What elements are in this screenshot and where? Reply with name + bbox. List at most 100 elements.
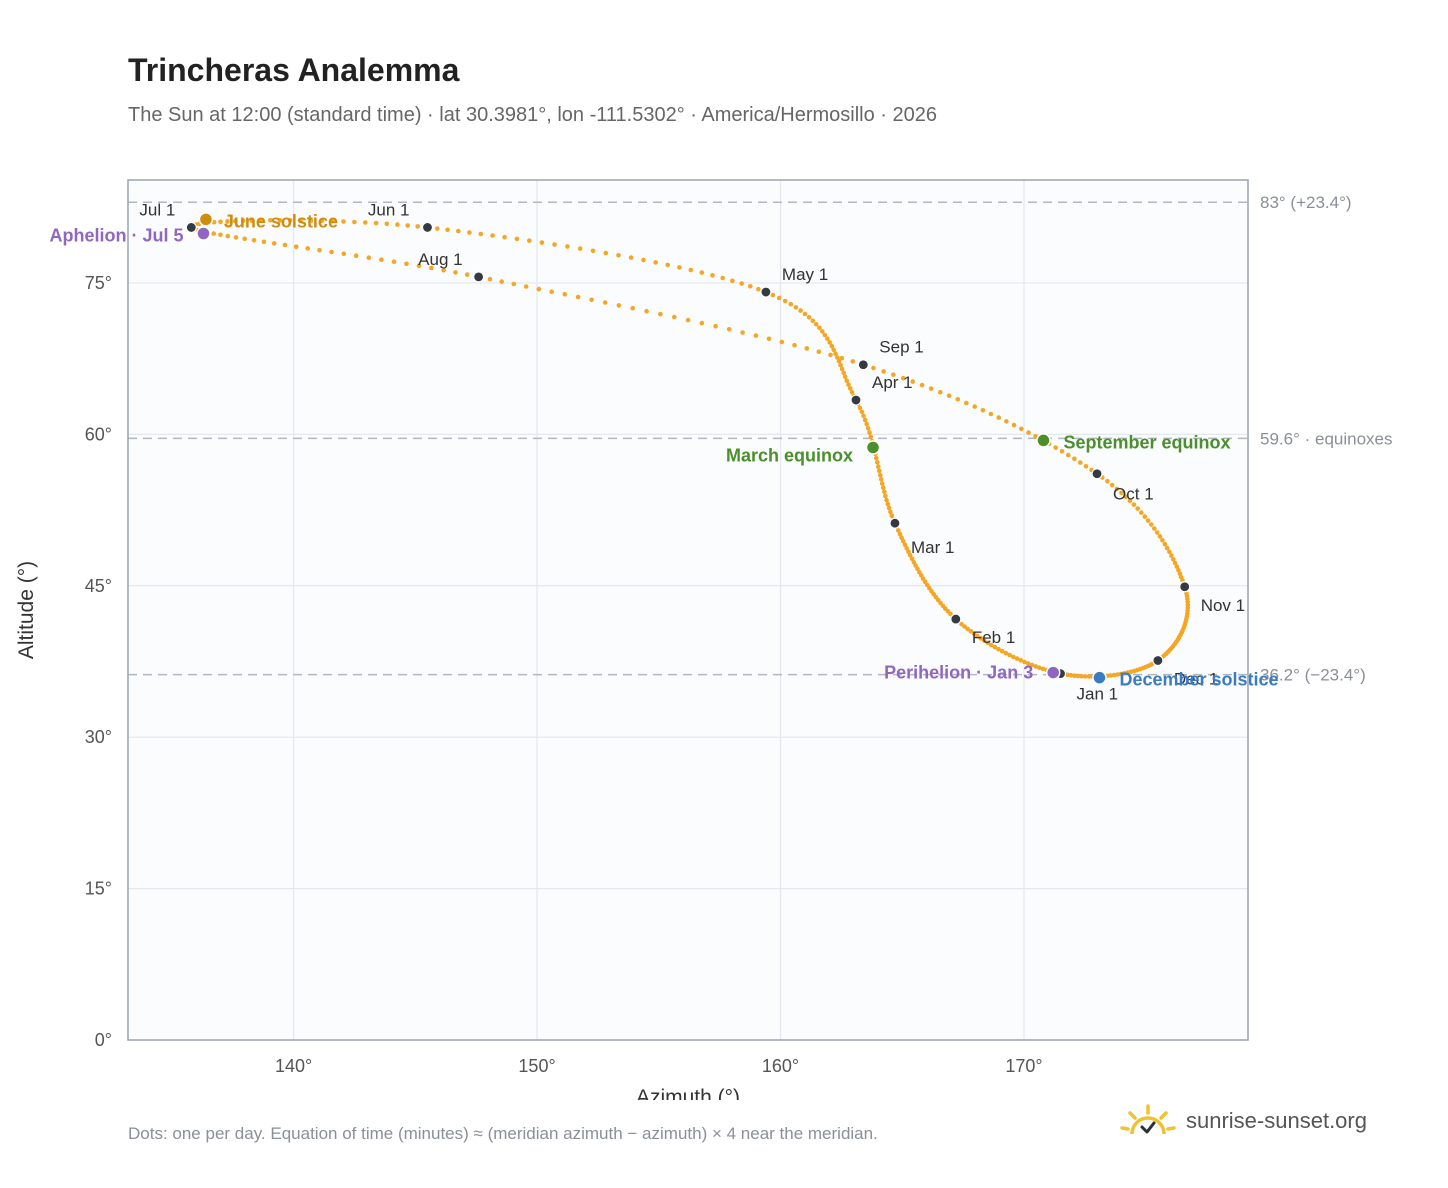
y-tick-label: 15° <box>85 879 112 899</box>
month-marker <box>950 613 962 625</box>
daily-sun-dot <box>847 386 853 391</box>
daily-sun-dot <box>833 351 838 357</box>
daily-sun-dot <box>1026 661 1031 666</box>
daily-sun-dot <box>902 542 908 548</box>
daily-sun-dot <box>1105 478 1110 484</box>
daily-sun-dot <box>992 644 998 650</box>
daily-sun-dot <box>685 317 691 323</box>
sun-logo-icon <box>1120 1104 1176 1135</box>
daily-sun-dot <box>909 556 915 561</box>
chart-title: Trincheras Analemma <box>128 52 460 88</box>
daily-sun-dot <box>793 305 799 310</box>
daily-sun-dot <box>878 472 883 478</box>
daily-sun-dot <box>1139 510 1144 515</box>
daily-sun-dot <box>240 218 246 224</box>
daily-sun-dot <box>453 270 458 275</box>
daily-sun-dot <box>1026 430 1031 435</box>
daily-sun-dot <box>802 311 808 317</box>
daily-sun-dot <box>251 238 257 243</box>
daily-sun-dot <box>996 646 1001 652</box>
daily-sun-dot <box>499 279 505 284</box>
daily-sun-dot <box>233 235 239 240</box>
x-tick-label: 160° <box>762 1056 799 1076</box>
daily-sun-dot <box>792 342 797 348</box>
daily-sun-dot <box>699 320 705 326</box>
daily-sun-dot <box>502 234 507 240</box>
daily-sun-dot <box>1072 673 1077 678</box>
daily-sun-dot <box>985 640 990 646</box>
event-marker <box>1036 433 1051 448</box>
daily-sun-dot <box>841 370 846 376</box>
daily-sun-dot <box>445 227 450 233</box>
daily-sun-dot <box>875 460 880 465</box>
daily-sun-dot <box>1040 666 1046 672</box>
daily-sun-dot <box>1154 530 1160 535</box>
event-marker <box>1045 665 1061 680</box>
daily-sun-dot <box>249 218 255 223</box>
plot-area <box>128 180 1248 1040</box>
daily-sun-dot <box>523 284 529 289</box>
daily-sun-dot <box>379 257 384 263</box>
daily-sun-dot <box>901 538 906 544</box>
daily-sun-dot <box>1123 494 1129 500</box>
month-label: Jul 1 <box>139 200 175 219</box>
daily-sun-dot <box>1075 673 1081 679</box>
daily-sun-dot <box>975 633 980 639</box>
daily-sun-dot <box>1131 502 1137 507</box>
daily-sun-dot <box>1164 545 1170 551</box>
daily-sun-dot <box>677 265 682 270</box>
daily-sun-dot <box>897 531 903 537</box>
daily-sun-dot <box>864 421 869 427</box>
daily-sun-dot <box>739 281 744 286</box>
daily-sun-dot <box>391 259 397 265</box>
month-label: Sep 1 <box>879 338 923 357</box>
daily-sun-dot <box>317 247 322 253</box>
daily-sun-dot <box>817 325 822 331</box>
daily-sun-dot <box>490 233 495 238</box>
daily-sun-dot <box>658 311 663 317</box>
month-marker <box>1152 654 1164 667</box>
daily-sun-dot <box>1011 654 1016 660</box>
daily-sun-dot <box>962 624 967 629</box>
daily-sun-dot <box>839 366 845 372</box>
daily-sun-dot <box>514 236 520 242</box>
daily-sun-dot <box>305 246 311 251</box>
daily-sun-dot <box>879 481 885 486</box>
daily-sun-dot <box>329 249 334 255</box>
daily-sun-dot <box>810 318 816 324</box>
month-label: Mar 1 <box>911 538 954 557</box>
month-marker <box>185 221 197 234</box>
daily-sun-dot <box>1127 498 1133 504</box>
daily-sun-dot <box>665 262 670 268</box>
daily-sun-dot <box>884 497 889 503</box>
daily-sun-dot <box>1171 557 1176 562</box>
daily-sun-dot <box>258 218 264 223</box>
brand[interactable]: sunrise-sunset.org <box>1120 1104 1367 1138</box>
daily-sun-dot <box>616 303 622 308</box>
daily-sun-dot <box>1169 553 1174 558</box>
event-marker <box>198 212 214 227</box>
daily-sun-dot <box>1059 449 1065 454</box>
month-label: Dec 1 <box>1174 669 1218 688</box>
daily-sun-dot <box>467 230 472 235</box>
daily-sun-dot <box>896 528 901 533</box>
daily-sun-dot <box>836 359 842 364</box>
daily-sun-dot <box>644 308 649 314</box>
event-marker <box>865 440 881 455</box>
daily-sun-dot <box>511 281 517 287</box>
daily-sun-dot <box>415 224 421 229</box>
daily-sun-dot <box>1109 482 1115 488</box>
daily-sun-dot <box>268 218 273 223</box>
month-label: Jan 1 <box>1077 685 1119 704</box>
daily-sun-dot <box>1114 486 1120 492</box>
daily-sun-dot <box>988 411 994 417</box>
daily-sun-dot <box>232 218 238 224</box>
daily-sun-dot <box>857 405 863 411</box>
daily-sun-dot <box>395 222 400 227</box>
daily-sun-dot <box>1079 674 1084 679</box>
daily-sun-dot <box>590 248 596 254</box>
daily-sun-dot <box>788 301 794 307</box>
daily-sun-dot <box>906 549 911 555</box>
daily-sun-dot <box>730 278 735 284</box>
axis-ticks: 140° 150° 160° 170° 0° 15° 30° 45° 60° 75° <box>85 273 1043 1076</box>
